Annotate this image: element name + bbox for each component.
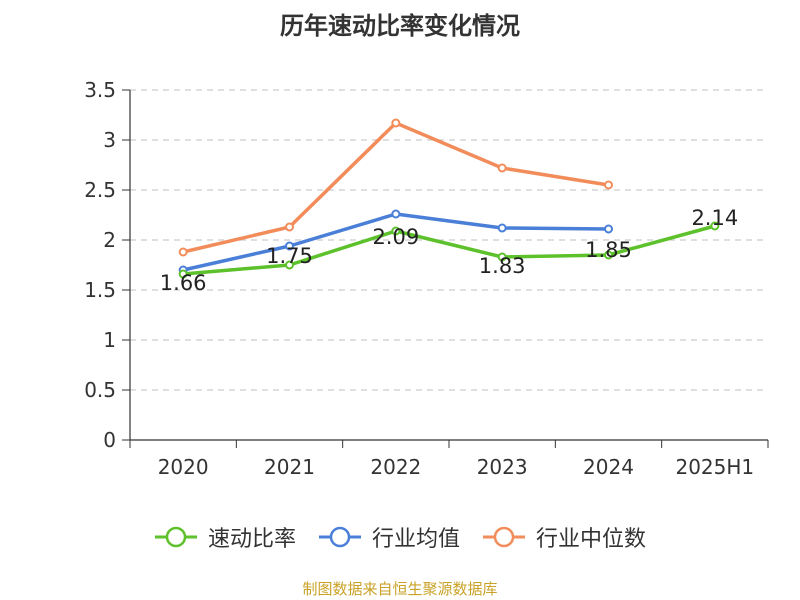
axes: 0 0.5 1 1.5 2 2.5 3 3.5 2020 2021 2022 2023 2024 2025… — [84, 78, 769, 479]
legend-marker-icon — [483, 526, 525, 548]
data-point — [497, 223, 507, 233]
x-tick-label: 2023 — [477, 455, 528, 479]
data-point — [391, 118, 401, 128]
legend-label: 速动比率 — [207, 527, 296, 552]
x-tick-label: 2024 — [583, 455, 634, 479]
data-point — [497, 163, 507, 173]
data-label: 2.09 — [372, 225, 419, 249]
chart-title: 历年速动比率变化情况 — [280, 12, 520, 40]
x-tick-label: 2022 — [370, 455, 421, 479]
data-label: 1.85 — [585, 238, 632, 262]
legend: 速动比率 行业均值 行业中位数 — [0, 520, 800, 554]
legend-marker-icon — [318, 526, 361, 548]
data-point — [391, 226, 401, 236]
y-tick-label: 3 — [103, 128, 116, 152]
data-point — [391, 209, 401, 219]
x-tick-label: 2021 — [264, 455, 315, 479]
data-label: 2.14 — [691, 206, 738, 230]
legend-marker-icon — [154, 526, 197, 548]
y-tick-label: 3.5 — [84, 78, 116, 102]
data-point — [604, 250, 613, 260]
data-label: 1.83 — [479, 254, 526, 278]
y-tick-label: 1.5 — [84, 278, 116, 302]
x-tick-label: 2020 — [158, 455, 209, 479]
data-point — [285, 222, 294, 232]
legend-item[interactable]: 速动比率 — [154, 521, 296, 553]
legend-label: 行业中位数 — [536, 527, 647, 552]
legend-item[interactable]: 行业均值 — [318, 521, 460, 553]
x-tick-label: 2025H1 — [675, 455, 754, 479]
data-point — [178, 247, 188, 257]
data-point — [285, 260, 294, 270]
data-point — [285, 241, 294, 251]
data-point — [497, 252, 507, 262]
data-point — [178, 269, 188, 279]
series-line-1 — [183, 224, 716, 276]
data-point — [604, 224, 613, 234]
data-labels: 1.66 1.75 2.09 1.83 1.85 2.14 — [160, 206, 738, 295]
y-tick-label: 0 — [103, 428, 116, 452]
legend-item[interactable]: 行业中位数 — [482, 521, 646, 553]
y-tick-label: 2 — [103, 228, 116, 252]
y-tick-label: 0.5 — [84, 378, 116, 402]
y-tick-label: 1 — [103, 328, 116, 352]
y-tick-label: 2.5 — [84, 178, 116, 202]
data-label: 1.75 — [266, 244, 313, 268]
legend-label: 行业均值 — [371, 527, 460, 552]
source-note: 制图数据来自恒生聚源数据库 — [302, 580, 498, 598]
data-label: 1.66 — [160, 271, 207, 295]
series-lines — [178, 118, 720, 279]
data-point — [604, 180, 613, 190]
grid-lines — [130, 89, 768, 391]
data-point — [710, 221, 720, 231]
